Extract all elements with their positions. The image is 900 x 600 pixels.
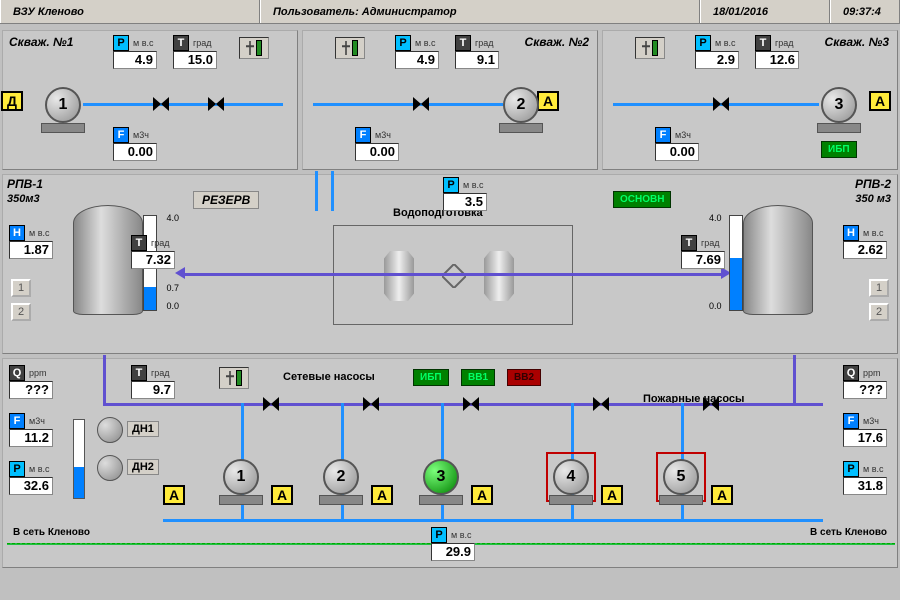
- main-badge: ОСНОВН: [613, 191, 671, 208]
- valve-icon: [153, 97, 169, 111]
- well-3-panel: Скваж. №3 Pм в.с 2.9 Tград 12.6 А 3 Fм3ч…: [602, 30, 898, 170]
- well-3-label: Скваж. №3: [825, 35, 889, 49]
- time-cell: 09:37:4: [830, 0, 900, 23]
- rpv2-label: РПВ-2: [855, 177, 891, 191]
- fire-pump-5-tag[interactable]: А: [711, 485, 733, 505]
- well-2-panel: Скваж. №2 Pм в.с 4.9 Tград 9.1 А 2 Fм3ч …: [302, 30, 598, 170]
- reserve-label: РЕЗЕРВ: [193, 191, 259, 209]
- well-1-pump-base: [41, 123, 85, 133]
- br-f[interactable]: Fм3ч 17.6: [843, 413, 891, 447]
- well-3-door-icon[interactable]: [635, 37, 665, 59]
- well-1-pump[interactable]: 1: [45, 87, 81, 123]
- wt-vessel-2: [484, 251, 514, 301]
- br-q[interactable]: Qppm ???: [843, 365, 891, 399]
- well-3-p[interactable]: Pм в.с 2.9: [695, 35, 743, 69]
- tank-right-t[interactable]: Tград 7.69: [681, 235, 729, 269]
- well-3-ibp-badge: ИБП: [821, 141, 857, 158]
- btn-right-1[interactable]: 1: [869, 279, 889, 297]
- fire-pump-5[interactable]: 5: [663, 459, 699, 495]
- valve-icon: [463, 397, 479, 411]
- net-pump-2[interactable]: 2: [323, 459, 359, 495]
- user-label: Пользователь:: [273, 6, 359, 18]
- user-name: Администратор: [362, 6, 457, 18]
- valve-icon: [713, 97, 729, 111]
- center-p[interactable]: Pм в.с 3.5: [443, 177, 491, 211]
- valve-icon: [263, 397, 279, 411]
- well-3-pump-base: [817, 123, 861, 133]
- dn1-pump[interactable]: [97, 417, 123, 443]
- net-pump-left-tag[interactable]: А: [163, 485, 185, 505]
- arrow-left-icon: [175, 267, 185, 279]
- bl-door-icon[interactable]: [219, 367, 249, 389]
- well-2-pump[interactable]: 2: [503, 87, 539, 123]
- well-1-t[interactable]: Tград 15.0: [173, 35, 221, 69]
- net-pump-3[interactable]: 3: [423, 459, 459, 495]
- well-2-tag[interactable]: А: [537, 91, 559, 111]
- date-cell: 18/01/2016: [700, 0, 830, 23]
- net-pump-3-tag[interactable]: А: [471, 485, 493, 505]
- net-pumps-label: Сетевые насосы: [283, 371, 375, 383]
- well-1-p[interactable]: Pм в.с 4.9: [113, 35, 161, 69]
- well-2-t[interactable]: Tград 9.1: [455, 35, 503, 69]
- bl-t[interactable]: Tград 9.7: [131, 365, 179, 399]
- rpv1-vol: 350м3: [7, 193, 40, 205]
- well-1-f[interactable]: Fм3ч 0.00: [113, 127, 161, 161]
- well-2-f[interactable]: Fм3ч 0.00: [355, 127, 403, 161]
- valve-icon: [703, 397, 719, 411]
- btn-right-2[interactable]: 2: [869, 303, 889, 321]
- well-3-pump[interactable]: 3: [821, 87, 857, 123]
- top-bar: ВЗУ Кленово Пользователь: Администратор …: [0, 0, 900, 24]
- well-1-panel: Скваж. №1 Д Pм в.с 4.9 Tград 15.0 1 Fм3ч…: [2, 30, 298, 170]
- dn2-label: ДН2: [127, 459, 159, 475]
- well-1-label: Скваж. №1: [9, 35, 73, 49]
- btn-left-2[interactable]: 2: [11, 303, 31, 321]
- bc-p[interactable]: Pм в.с 29.9: [431, 527, 479, 561]
- bb2-badge: ВВ2: [507, 369, 541, 386]
- wt-vessel-1: [384, 251, 414, 301]
- well-1-tag[interactable]: Д: [1, 91, 23, 111]
- rpv2-vol: 350 м3: [855, 193, 891, 205]
- fire-pump-4-tag[interactable]: А: [601, 485, 623, 505]
- well-2-pump-base: [499, 123, 543, 133]
- valve-icon: [208, 97, 224, 111]
- dn1-label: ДН1: [127, 421, 159, 437]
- net-pump-1[interactable]: 1: [223, 459, 259, 495]
- to-net-right-label: В сеть Кленово: [810, 527, 887, 538]
- rpv1-label: РПВ-1: [7, 177, 43, 191]
- br-p[interactable]: Pм в.с 31.8: [843, 461, 891, 495]
- bottom-panel: Qppm ??? Fм3ч 11.2 Pм в.с 32.6 Tград 9.7…: [2, 358, 898, 568]
- well-3-t[interactable]: Tград 12.6: [755, 35, 803, 69]
- valve-icon: [413, 97, 429, 111]
- valve-icon: [593, 397, 609, 411]
- to-net-left-label: В сеть Кленово: [13, 527, 90, 538]
- tank-left-t[interactable]: Tград 7.32: [131, 235, 179, 269]
- tank-left-h[interactable]: Hм в.с 1.87: [9, 225, 57, 259]
- tank-right[interactable]: 4.0 0.0: [733, 195, 823, 325]
- fire-pump-4[interactable]: 4: [553, 459, 589, 495]
- bl-q[interactable]: Qppm ???: [9, 365, 57, 399]
- bb1-badge: ВВ1: [461, 369, 495, 386]
- tank-right-h[interactable]: Hм в.с 2.62: [843, 225, 891, 259]
- well-3-f[interactable]: Fм3ч 0.00: [655, 127, 703, 161]
- net-pump-1-tag[interactable]: А: [271, 485, 293, 505]
- well-1-door-icon[interactable]: [239, 37, 269, 59]
- bl-p[interactable]: Pм в.с 32.6: [9, 461, 57, 495]
- dn2-pump[interactable]: [97, 455, 123, 481]
- well-2-label: Скваж. №2: [525, 35, 589, 49]
- station-title: ВЗУ Кленово: [0, 0, 260, 23]
- user-cell: Пользователь: Администратор: [260, 0, 700, 23]
- valve-icon: [363, 397, 379, 411]
- net-pump-2-tag[interactable]: А: [371, 485, 393, 505]
- bl-f[interactable]: Fм3ч 11.2: [9, 413, 57, 447]
- well-3-tag[interactable]: А: [869, 91, 891, 111]
- well-2-p[interactable]: Pм в.с 4.9: [395, 35, 443, 69]
- middle-panel: РПВ-1 350м3 РЕЗЕРВ 4.0 0.7 0.0 Hм в.с 1.…: [2, 174, 898, 354]
- well-2-door-icon[interactable]: [335, 37, 365, 59]
- ibp-badge: ИБП: [413, 369, 449, 386]
- btn-left-1[interactable]: 1: [11, 279, 31, 297]
